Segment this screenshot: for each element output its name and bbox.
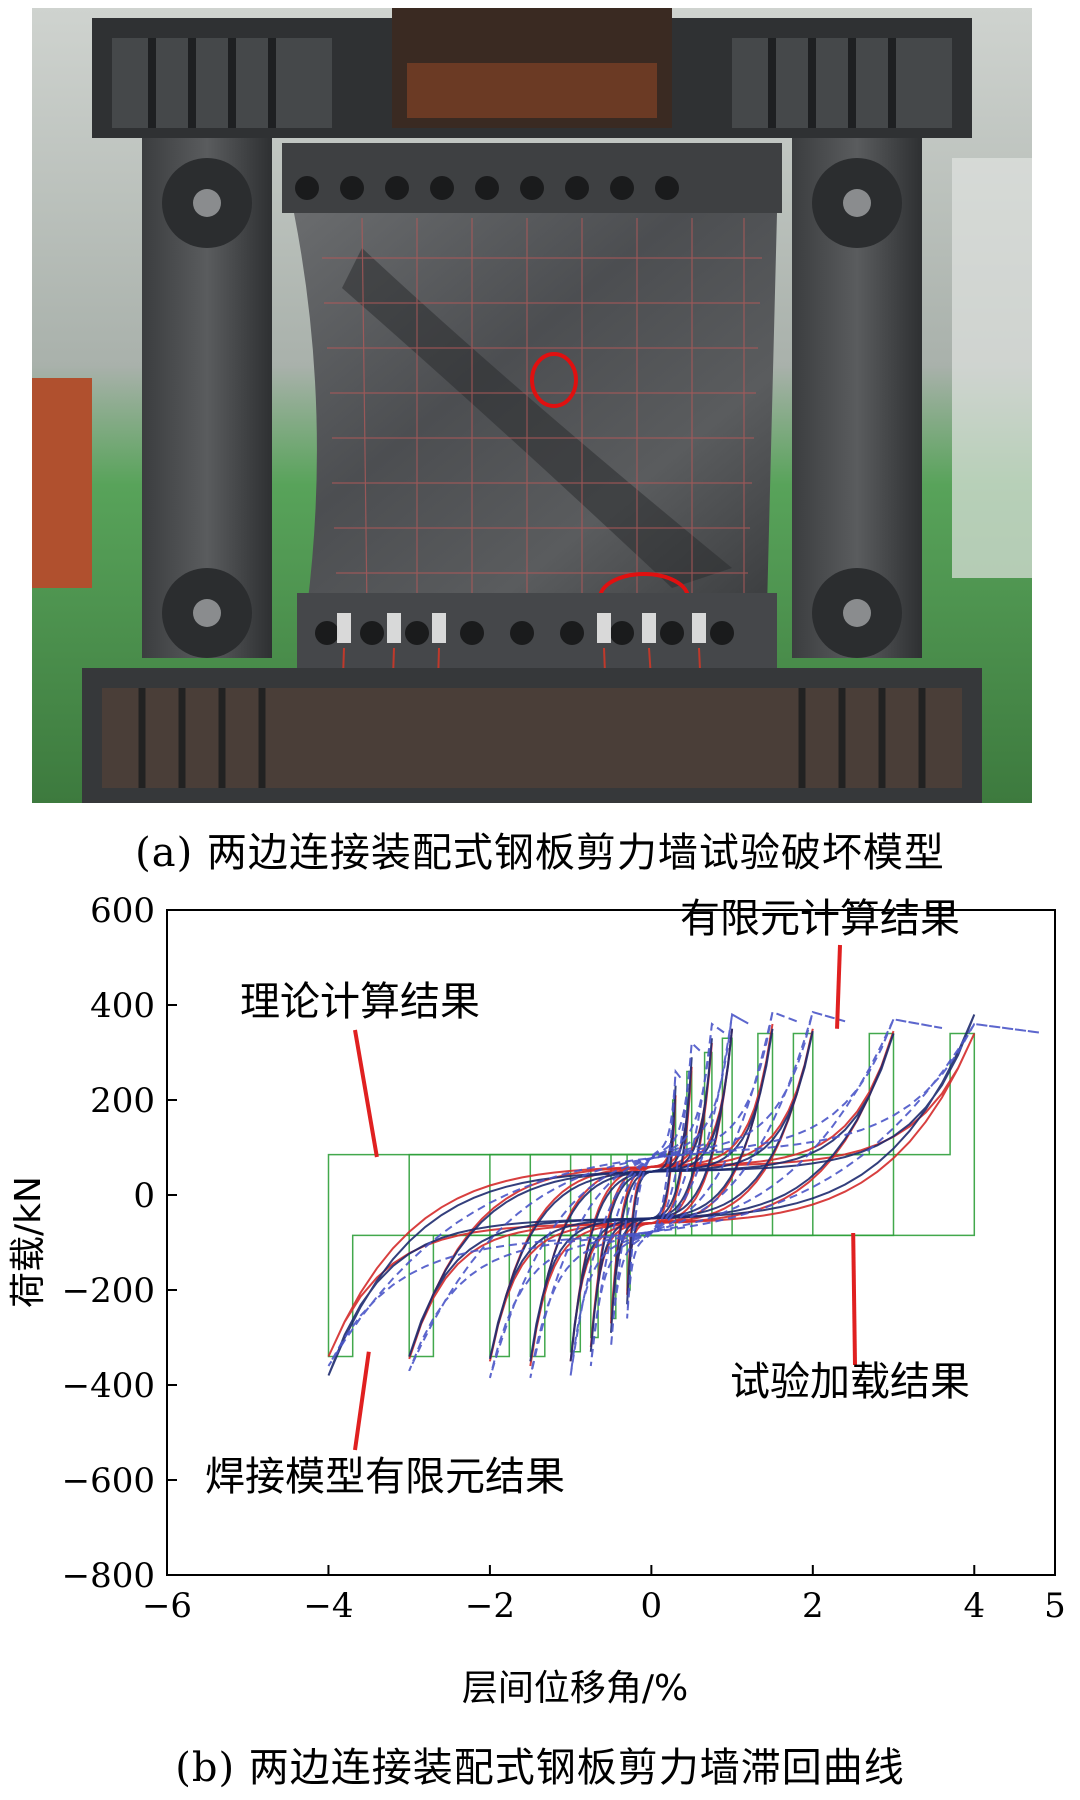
specimen-illustration [32,8,1032,803]
annotation-leader-line [353,1351,371,1451]
welded_fem-hysteresis-loop [610,1040,701,1348]
welded_fem-hysteresis-loop [408,1018,943,1372]
test-hysteresis-loop [589,1038,713,1352]
theory-hysteresis-loop [590,1051,713,1339]
theory-hysteresis-loop [489,1032,814,1358]
hysteresis-chart: −6 −4 −2 0 2 4 5 600 400 200 0 −200 −400 −600 −800 理论计… [0,890,1080,1730]
x-tick-label: 2 [802,1586,824,1626]
x-tick-label: −6 [142,1586,192,1626]
y-tick-label: −800 [62,1556,155,1596]
annotation-leader-line [353,1029,379,1158]
y-tick-label: −400 [62,1366,155,1406]
y-axis-title: 荷载/kN [8,1176,49,1308]
curve-layer [327,1010,1040,1379]
fem-hysteresis-loop [327,1033,976,1357]
annotation-leader-line [851,1232,857,1366]
annotation-label: 有限元计算结果 [680,896,960,942]
x-tick-label: −2 [465,1586,515,1626]
welded_fem-hysteresis-loop [569,1012,749,1376]
annotation-leader-line [835,944,842,1029]
x-tick-label: 5 [1044,1586,1066,1626]
y-tick-label: 400 [90,986,155,1026]
welded_fem-hysteresis-loop [529,1010,798,1379]
tick-layer: −6 −4 −2 0 2 4 5 600 400 200 0 −200 −400 −600 −800 [62,891,1066,1626]
caption-panel-b: (b) 两边连接装配式钢板剪力墙滞回曲线 [175,1745,905,1791]
welded_fem-hysteresis-loop [488,1010,846,1379]
theory-hysteresis-loop [529,1032,774,1358]
x-axis-title: 层间位移角/% [462,1668,688,1709]
x-tick-label: −4 [303,1586,353,1626]
test-hysteresis-loop [529,1028,774,1362]
fem-hysteresis-loop [626,1095,677,1295]
y-tick-label: −200 [62,1271,155,1311]
y-tick-label: 600 [90,891,155,931]
test-hysteresis-loop [488,1030,814,1360]
welded_fem-hysteresis-loop [589,1022,725,1367]
damage-marker-center [530,352,578,408]
welded_fem-hysteresis-loop [626,1068,682,1319]
theory-hysteresis-loop [327,1032,976,1358]
y-tick-label: 0 [133,1176,155,1216]
red-panel [32,378,92,588]
test-hysteresis-loop [327,1014,976,1376]
test-hysteresis-loop [626,1085,677,1305]
x-tick-label: 4 [963,1586,985,1626]
plot-frame [166,909,1056,1576]
y-tick-label: 200 [90,1081,155,1121]
theory-hysteresis-loop [626,1099,677,1291]
fem-hysteresis-loop [589,1042,713,1348]
test-hysteresis-loop [569,1028,734,1362]
y-tick-label: −600 [62,1461,155,1501]
caption-panel-a: (a) 两边连接装配式钢板剪力墙试验破坏模型 [135,830,945,876]
welded_fem-hysteresis-loop [327,1022,1040,1367]
annotation-label: 焊接模型有限元结果 [205,1454,565,1500]
test-specimen-photo [32,8,1032,803]
x-tick-label: 0 [641,1586,663,1626]
annotation-label: 理论计算结果 [240,979,480,1025]
hysteresis-chart-svg: −6 −4 −2 0 2 4 5 600 400 200 0 −200 −400 −600 −800 理论计… [8,891,1066,1709]
fem-hysteresis-loop [529,1023,774,1367]
annotation-label: 试验加载结果 [730,1359,970,1405]
